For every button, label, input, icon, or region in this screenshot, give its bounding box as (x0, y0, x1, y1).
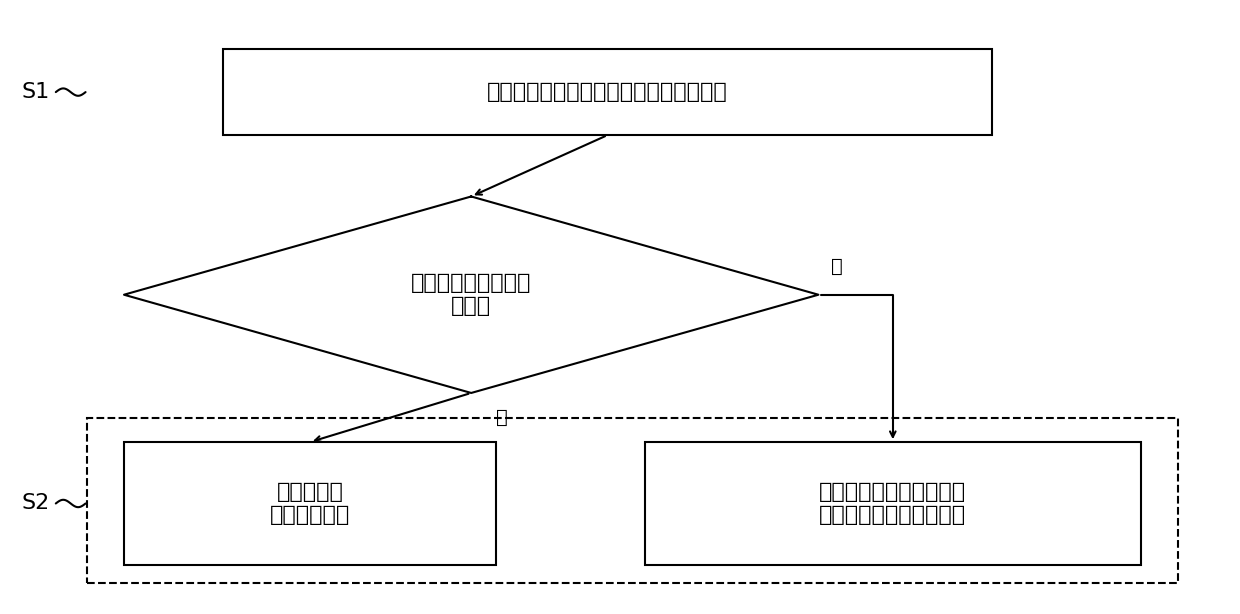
FancyBboxPatch shape (645, 442, 1141, 565)
Text: S1: S1 (21, 82, 50, 102)
Text: S2: S2 (21, 494, 50, 513)
Text: 否: 否 (831, 257, 842, 276)
Polygon shape (124, 196, 818, 393)
Text: 确定机器人所产生的误差所属的误差类别: 确定机器人所产生的误差所属的误差类别 (487, 82, 728, 102)
FancyBboxPatch shape (124, 442, 496, 565)
FancyBboxPatch shape (223, 49, 992, 135)
Text: 是: 是 (496, 408, 507, 427)
Text: 对机器人的
参数进行标定: 对机器人的 参数进行标定 (270, 482, 350, 525)
Text: 所述几何误差是可补
偿误差: 所述几何误差是可补 偿误差 (410, 273, 532, 316)
Text: 通过优化零部件制造和装
配工艺来控制该几何误差: 通过优化零部件制造和装 配工艺来控制该几何误差 (820, 482, 966, 525)
